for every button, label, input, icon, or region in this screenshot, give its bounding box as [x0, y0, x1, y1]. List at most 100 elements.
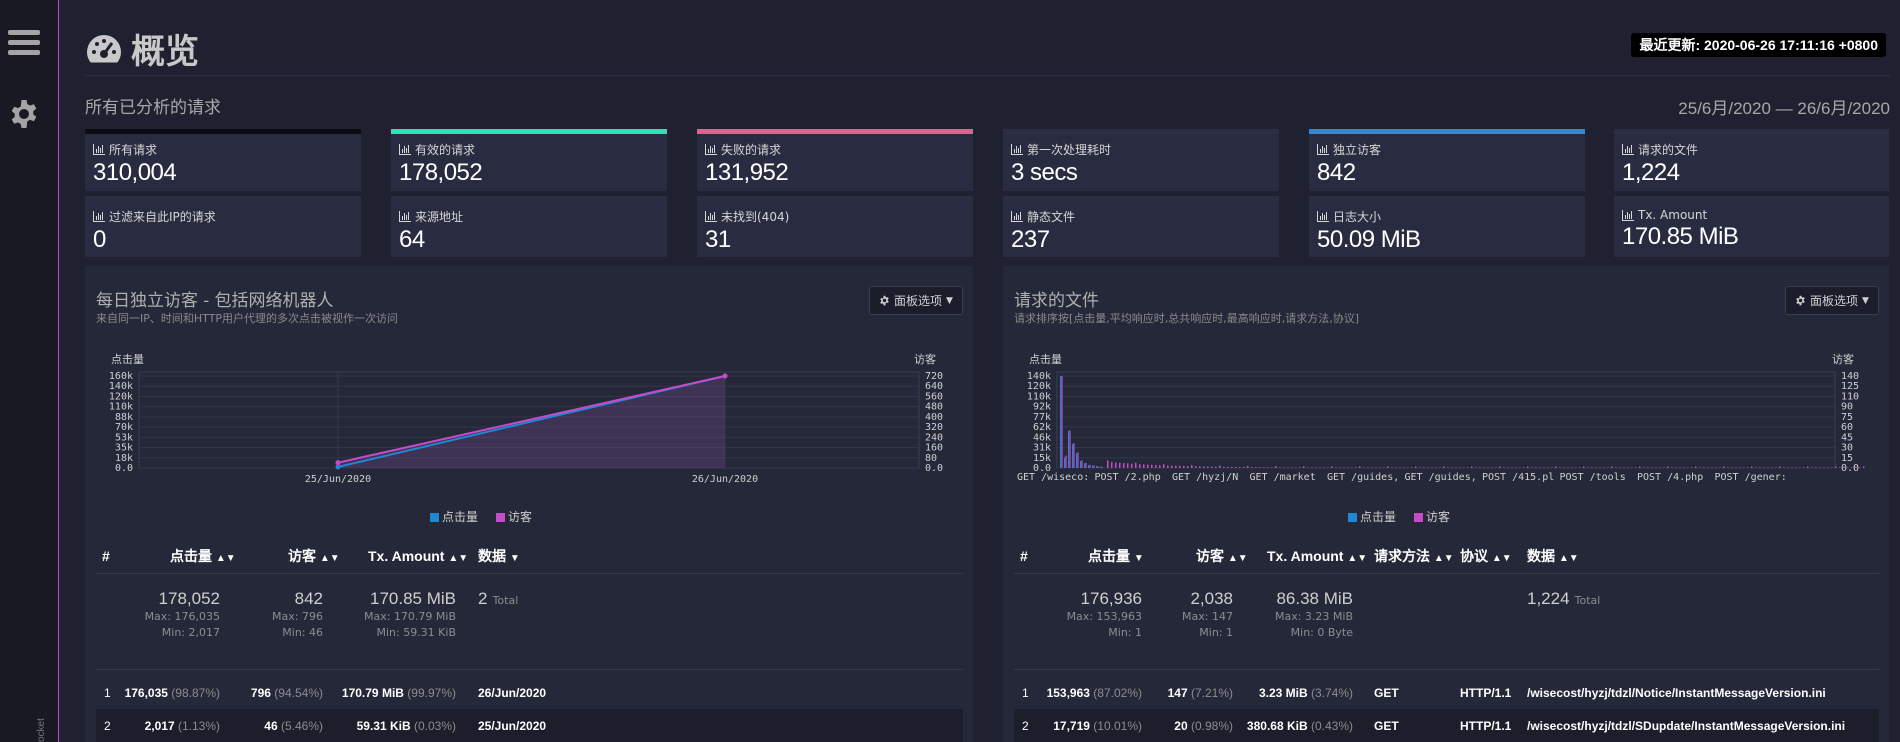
menu-icon[interactable]	[8, 30, 40, 58]
visitors-bar	[1463, 467, 1465, 468]
panel-options-button[interactable]: 面板选项 ▼	[869, 286, 963, 315]
card-label: 有效的请求	[415, 143, 476, 157]
card-value: 310,004	[93, 159, 177, 186]
col-data[interactable]: 数据 ▲▼	[1527, 547, 1579, 564]
table-row[interactable]: 1 153,963 (87.02%) 147 (7.21%) 3.23 MiB …	[1022, 686, 1826, 700]
visitors-bar	[1171, 465, 1173, 468]
visitors-bar	[1571, 467, 1573, 468]
last-update-badge: 最近更新: 2020-06-26 17:11:16 +0800	[1631, 33, 1886, 57]
sort-icon: ▲▼	[1347, 552, 1368, 564]
visitors-bar	[1707, 467, 1709, 468]
visitors-bar	[1587, 467, 1589, 468]
card-valid-requests: 有效的请求 178,052	[391, 129, 667, 191]
visitors-bar	[1795, 467, 1797, 468]
table-row[interactable]: 2 17,719 (10.01%) 20 (0.98%) 380.68 KiB …	[1014, 709, 1879, 742]
legend-item-hits[interactable]: 点击量	[1348, 508, 1396, 525]
visitors-bar	[1411, 467, 1413, 468]
visitors-bar	[1651, 467, 1653, 468]
x-tick-label: GET /wiseco:	[1017, 472, 1089, 483]
daily-visitors-table: # 点击量 ▲▼ 访客 ▲▼ Tx. Amount ▲▼ 数据 ▼ 178,05…	[96, 538, 963, 742]
col-tx-amount[interactable]: Tx. Amount ▲▼	[1267, 547, 1368, 564]
visitors-bar	[1523, 467, 1525, 468]
visitors-bar	[1747, 467, 1749, 468]
visitors-bar	[1163, 464, 1165, 468]
panel-requested-files: 请求的文件 请求排序按[点击量,平均响应时,总共响应时,最高响应时,请求方法,协…	[1003, 266, 1889, 742]
card-value: 178,052	[399, 159, 483, 186]
card-value: 3 secs	[1011, 159, 1078, 186]
visitors-bar	[1331, 466, 1333, 468]
col-visitors[interactable]: 访客 ▲▼	[288, 547, 340, 564]
visitors-bar	[1575, 467, 1577, 468]
left-tick-label: 0.0	[1033, 463, 1051, 474]
right-tick-label: 240	[925, 432, 943, 443]
left-tick-label: 140k	[1027, 371, 1051, 382]
visitors-bar	[1207, 466, 1209, 468]
col-hits[interactable]: 点击量 ▲▼	[170, 547, 236, 564]
panel-options-label: 面板选项	[1810, 294, 1859, 308]
table-row[interactable]: 2 2,017 (1.13%) 46 (5.46%) 59.31 KiB (0.…	[96, 709, 963, 742]
visitors-bar	[1487, 467, 1489, 468]
col-data[interactable]: 数据 ▼	[478, 547, 520, 564]
right-axis-label: 访客	[914, 352, 936, 366]
visitors-bar	[1611, 466, 1613, 468]
visitors-bar	[1119, 462, 1121, 468]
legend-item-visitors[interactable]: 访客	[496, 508, 532, 525]
left-tick-label: 53k	[115, 432, 133, 443]
sort-icon: ▲▼	[1433, 552, 1454, 564]
summary-data: 2 Total	[478, 589, 519, 608]
visitors-bar	[1839, 467, 1841, 468]
hits-bar	[1092, 465, 1094, 468]
card-value: 170.85 MiB	[1622, 223, 1739, 250]
panel-subtitle: 请求排序按[点击量,平均响应时,总共响应时,最高响应时,请求方法,协议]	[1014, 312, 1360, 325]
hits-bar	[1060, 376, 1062, 468]
col-tx-amount[interactable]: Tx. Amount ▲▼	[368, 547, 469, 564]
left-tick-label: 110k	[109, 402, 133, 413]
visitors-bar	[1097, 466, 1099, 468]
visitors-bar	[1807, 466, 1809, 468]
visitors-bar	[1519, 467, 1521, 468]
legend-item-visitors[interactable]: 访客	[1414, 508, 1450, 525]
col-visitors[interactable]: 访客 ▲▼	[1196, 547, 1248, 564]
gear-icon[interactable]	[8, 98, 40, 130]
bar-chart-icon	[1011, 211, 1023, 222]
visitors-bar	[1543, 467, 1545, 468]
panel-subtitle: 来自同一IP、时间和HTTP用户代理的多次点击被视作一次访问	[96, 312, 399, 325]
visitors-bar	[1407, 467, 1409, 468]
visitors-bar	[1379, 467, 1381, 468]
col-protocol[interactable]: 协议 ▲▼	[1460, 547, 1512, 564]
visitors-bar	[1539, 467, 1541, 468]
left-tick-label: 77k	[1033, 412, 1051, 423]
visitors-bar	[1211, 466, 1213, 468]
summary-visitors: 842 Max: 796 Min: 46	[272, 589, 323, 639]
visitors-bar	[1739, 467, 1741, 468]
visitors-bar	[1511, 467, 1513, 468]
left-tick-label: 140k	[109, 381, 133, 392]
visitors-line	[337, 375, 726, 464]
visitors-bar	[1167, 465, 1169, 468]
right-tick-label: 45	[1841, 432, 1853, 443]
visitors-bar	[1475, 467, 1477, 468]
right-tick-label: 0.0	[925, 463, 943, 474]
visitors-bar	[1343, 467, 1345, 468]
panel-options-button[interactable]: 面板选项 ▼	[1785, 286, 1879, 315]
summary-data: 1,224 Total	[1527, 589, 1601, 608]
x-tick-label: POST /gener:	[1715, 472, 1787, 483]
summary-row: 178,052 Max: 176,035 Min: 2,017 842 Max:…	[96, 574, 963, 670]
table-row[interactable]: 1 176,035 (98.87%) 796 (94.54%) 170.79 M…	[104, 686, 547, 700]
visitors-bar	[1599, 467, 1601, 468]
visitors-bar	[1551, 467, 1553, 468]
visitors-bar	[1101, 466, 1103, 468]
hits-bar	[1096, 466, 1098, 468]
left-tick-label: 110k	[1027, 391, 1051, 402]
legend-item-hits[interactable]: 点击量	[430, 508, 478, 525]
card-value: 50.09 MiB	[1317, 226, 1421, 253]
summary-hits: 176,936 Max: 153,963 Min: 1	[1066, 589, 1142, 639]
visitors-bar	[1623, 467, 1625, 468]
visitors-bar	[1303, 466, 1305, 468]
col-method[interactable]: 请求方法 ▲▼	[1374, 547, 1454, 564]
visitors-bar	[1547, 467, 1549, 468]
col-hits[interactable]: 点击量 ▼	[1088, 547, 1144, 564]
caret-down-icon: ▼	[1862, 295, 1869, 306]
chart-legend: 点击量 访客	[430, 508, 532, 525]
left-tick-label: 35k	[115, 443, 133, 454]
